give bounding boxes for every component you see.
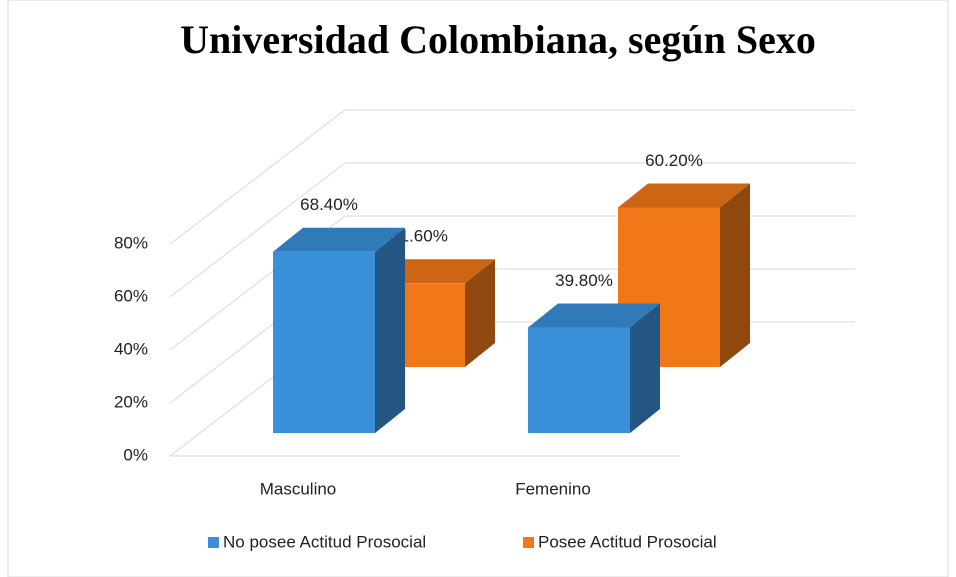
y-tick-label: 80% — [114, 233, 148, 252]
bar-front — [528, 327, 630, 433]
bar-front — [273, 251, 375, 433]
bar-top — [273, 227, 405, 252]
bar — [528, 303, 660, 433]
grid-line — [169, 109, 346, 245]
y-tick-label: 40% — [114, 339, 148, 358]
grid-line — [169, 162, 346, 298]
chart-title: Universidad Colombiana, según Sexo — [180, 17, 816, 62]
y-tick-label: 60% — [114, 286, 148, 305]
data-label: 39.80% — [555, 271, 613, 290]
bar — [273, 227, 405, 433]
y-tick-label: 20% — [114, 392, 148, 411]
bar — [618, 183, 750, 367]
data-label: 60.20% — [645, 151, 703, 170]
legend-swatch — [208, 537, 219, 548]
legend-label: No posee Actitud Prosocial — [223, 532, 426, 551]
plot: 0%20%40%60%80% 31.60%60.20%68.40%39.80%Ma… — [114, 109, 855, 551]
bar-side — [720, 183, 750, 367]
legend-label: Posee Actitud Prosocial — [538, 532, 717, 551]
bar-side — [630, 303, 660, 433]
bar-top — [528, 303, 660, 328]
y-tick-label: 0% — [123, 445, 148, 464]
x-tick-label: Femenino — [515, 479, 591, 498]
x-tick-label: Masculino — [260, 479, 337, 498]
legend-swatch — [523, 537, 534, 548]
bar-side — [465, 259, 495, 367]
bar-top — [618, 183, 750, 208]
data-label: 68.40% — [300, 195, 358, 214]
bar-side — [375, 227, 405, 433]
